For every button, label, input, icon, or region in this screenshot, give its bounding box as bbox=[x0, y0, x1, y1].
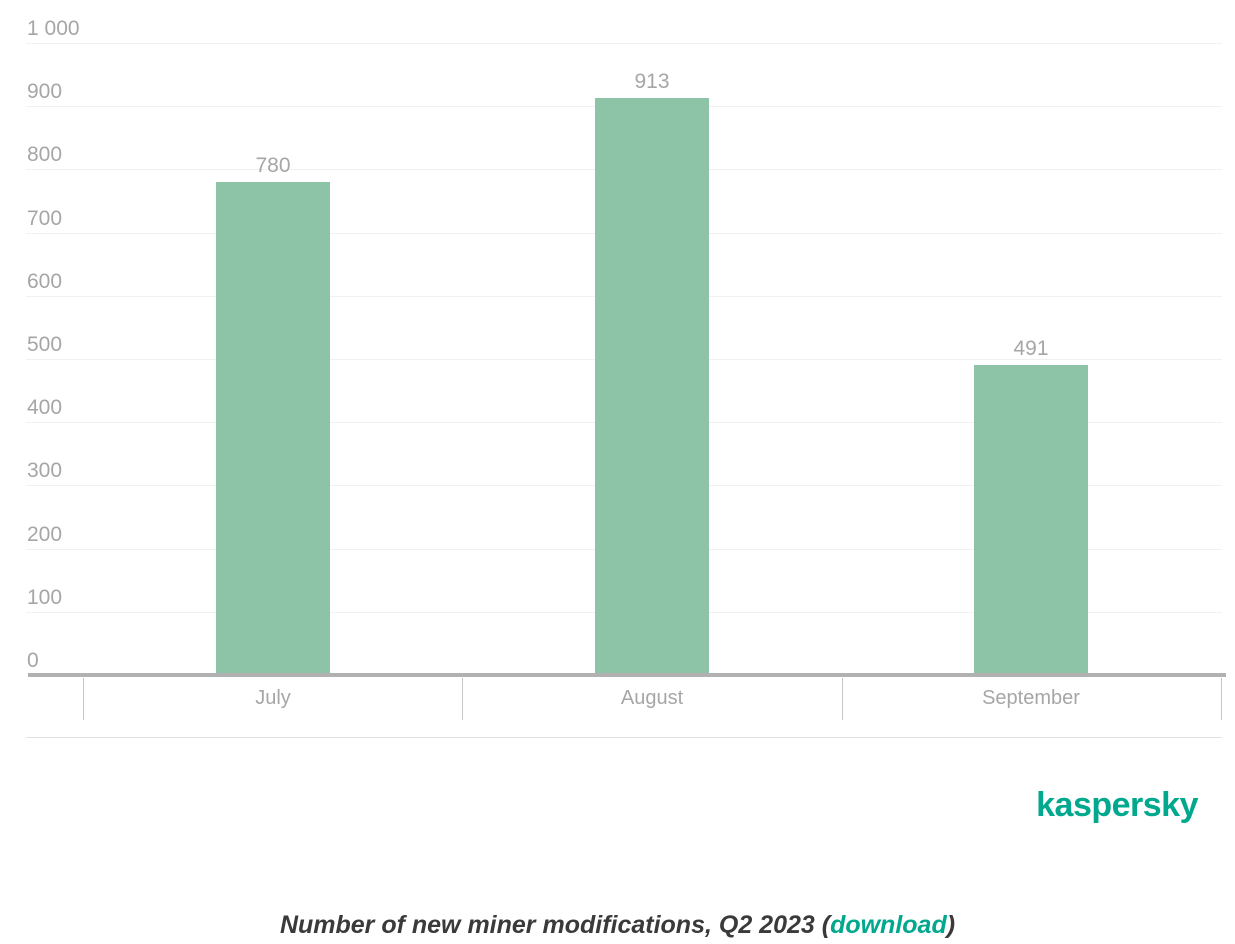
y-axis-label: 0 bbox=[27, 649, 39, 672]
caption-text-prefix: Number of new miner modifications, Q2 20… bbox=[279, 911, 831, 939]
x-axis-tick bbox=[462, 678, 463, 720]
x-axis-label-july: July bbox=[255, 687, 291, 709]
plot-bottom-divider bbox=[26, 737, 1222, 738]
bar-july[interactable] bbox=[216, 182, 330, 675]
download-link[interactable]: download bbox=[830, 911, 947, 939]
y-axis-label: 500 bbox=[27, 333, 63, 356]
x-axis-tick bbox=[842, 678, 843, 720]
gridline bbox=[26, 43, 1222, 44]
x-axis-tick bbox=[83, 678, 84, 720]
bar-value-label: 491 bbox=[1013, 337, 1049, 360]
x-axis-line bbox=[28, 673, 1226, 677]
y-axis-label: 400 bbox=[27, 396, 63, 419]
bar-august[interactable] bbox=[595, 98, 709, 675]
y-axis-label: 700 bbox=[27, 207, 63, 230]
y-axis-label: 300 bbox=[27, 459, 63, 482]
chart-caption: Number of new miner modifications, Q2 20… bbox=[0, 910, 1235, 940]
y-axis-label: 200 bbox=[27, 523, 63, 546]
y-axis-label: 900 bbox=[27, 80, 63, 103]
y-axis-label: 100 bbox=[27, 586, 63, 609]
y-axis-label: 1 000 bbox=[27, 17, 80, 40]
caption-text-suffix: ) bbox=[946, 911, 956, 939]
kaspersky-logo: kaspersky bbox=[1036, 786, 1198, 824]
x-axis-label-august: August bbox=[620, 687, 684, 709]
y-axis-label: 800 bbox=[27, 143, 63, 166]
bar-september[interactable] bbox=[974, 365, 1088, 675]
bar-value-label: 913 bbox=[634, 70, 670, 93]
x-axis-label-september: September bbox=[982, 687, 1080, 709]
y-axis-label: 600 bbox=[27, 270, 63, 293]
x-axis-tick bbox=[1221, 678, 1222, 720]
bar-value-label: 780 bbox=[255, 154, 291, 177]
